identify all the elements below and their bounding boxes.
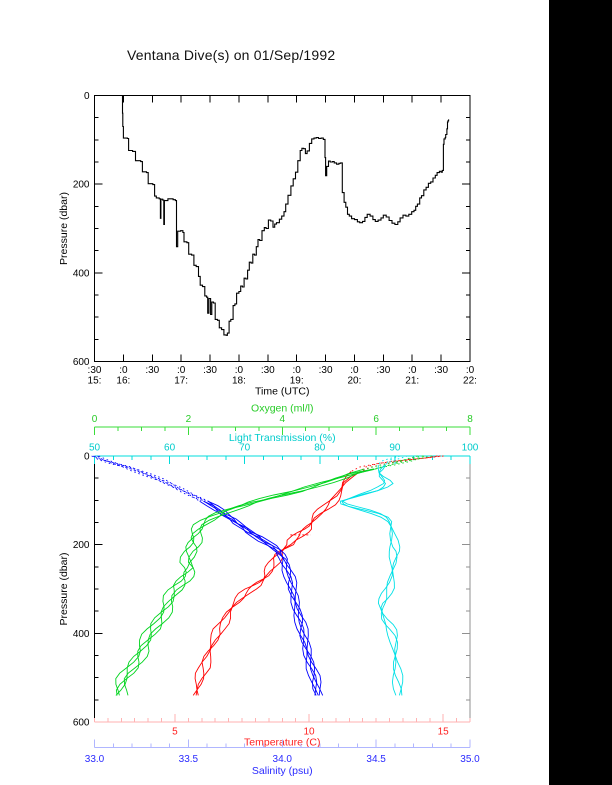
dive-depth-time-plot xyxy=(121,94,450,336)
salinity-axis-tick-label: 34.0 xyxy=(273,754,293,765)
oxygen-axis xyxy=(94,426,471,435)
temperature-axis-tick-label: 5 xyxy=(172,727,178,738)
salinity-axis-tick-label: 33.5 xyxy=(179,754,199,765)
light-transmission-profile-dotted-segment xyxy=(377,455,401,466)
oxygen-profile-line xyxy=(123,468,373,696)
light-transmission-axis-tick-label: 70 xyxy=(239,443,251,454)
oxygen-axis-tick-label: 4 xyxy=(279,414,285,425)
x-tick-minute-label: :0 xyxy=(408,365,417,376)
light-transmission-profile xyxy=(339,455,408,696)
temperature-axis xyxy=(94,714,471,723)
temperature-profile-dotted-segment xyxy=(360,455,441,472)
salinity-profile-dotted-segment xyxy=(92,455,204,502)
salinity-profile-line xyxy=(203,500,324,696)
oxygen-profile-line xyxy=(115,468,373,696)
light-transmission-axis-tick-label: 100 xyxy=(462,443,479,454)
salinity-profile-line xyxy=(203,500,318,696)
x-tick-hour-label: 15: xyxy=(88,376,102,387)
top-plot-frame xyxy=(94,95,471,362)
dive-depth-line xyxy=(121,94,450,336)
x-tick-minute-label: :0 xyxy=(119,365,128,376)
salinity-profile-line xyxy=(199,500,319,696)
x-tick-hour-label: 22: xyxy=(463,376,477,387)
light-transmission-axis-tick-label: 80 xyxy=(314,443,326,454)
x-tick-minute-label: :30 xyxy=(376,365,390,376)
oxygen-axis-title: Oxygen (ml/l) xyxy=(251,403,313,415)
top-plot-labels: :3015::016::30:017::30:018::30:019::30:0… xyxy=(58,91,477,398)
y-tick-label: 0 xyxy=(84,91,90,102)
salinity-profile-dotted-segment xyxy=(97,455,208,502)
y-tick-label: 600 xyxy=(73,357,90,368)
pressure-tick-label: 0 xyxy=(84,452,90,463)
x-tick-minute-label: :30 xyxy=(261,365,275,376)
x-tick-minute-label: :30 xyxy=(203,365,217,376)
x-tick-minute-label: :0 xyxy=(350,365,359,376)
oxygen-axis-tick-label: 0 xyxy=(92,414,98,425)
x-tick-minute-label: :30 xyxy=(145,365,159,376)
pressure-tick-label: 600 xyxy=(73,718,90,729)
right-margin-bar xyxy=(549,0,612,785)
light-transmission-profile-line xyxy=(341,464,397,696)
x-tick-minute-label: :0 xyxy=(177,365,186,376)
light-transmission-profile-line xyxy=(339,464,403,696)
oxygen-axis-tick-label: 2 xyxy=(186,414,192,425)
oxygen-profile-dotted-segment xyxy=(363,455,424,470)
salinity-profile-dotted-segment xyxy=(94,455,200,502)
x-tick-hour-label: 17: xyxy=(174,376,188,387)
light-transmission-profile-line xyxy=(341,464,404,696)
oxygen-profile-dotted-segment xyxy=(371,455,432,470)
oxygen-profile xyxy=(115,455,432,696)
salinity-axis xyxy=(94,739,471,748)
oxygen-profile-dotted-segment xyxy=(374,455,418,470)
temperature-axis-tick-label: 15 xyxy=(438,727,450,738)
figure-title: Ventana Dive(s) on 01/Sep/1992 xyxy=(127,47,336,63)
temperature-profile-dotted-segment xyxy=(359,455,444,472)
x-tick-hour-label: 19: xyxy=(290,376,304,387)
salinity-profile-line xyxy=(208,500,317,696)
x-tick-minute-label: :30 xyxy=(319,365,333,376)
oxygen-axis-tick-label: 6 xyxy=(373,414,379,425)
x-tick-minute-label: :0 xyxy=(293,365,302,376)
y-axis-title: Pressure (dbar) xyxy=(58,553,70,626)
oxygen-axis-tick-label: 8 xyxy=(467,414,473,425)
x-axis-title: Time (UTC) xyxy=(255,386,309,398)
y-tick-label: 200 xyxy=(73,180,90,191)
x-tick-minute-label: :0 xyxy=(235,365,244,376)
bottom-plot-axes xyxy=(94,455,471,723)
temperature-profile-dotted-segment xyxy=(350,455,438,472)
salinity-profile-dotted-segment xyxy=(91,455,209,502)
x-tick-minute-label: :30 xyxy=(434,365,448,376)
temperature-axis-tick-label: 10 xyxy=(304,727,316,738)
top-plot-axes xyxy=(94,95,471,362)
temperature-profile-line xyxy=(192,471,361,696)
salinity-profile-dotted-segment xyxy=(98,455,205,502)
x-tick-minute-label: :0 xyxy=(466,365,475,376)
y-axis-title: Pressure (dbar) xyxy=(58,192,70,265)
salinity-axis-tick-label: 34.5 xyxy=(366,754,386,765)
light-transmission-profile-dotted-segment xyxy=(384,455,408,466)
salinity-axis-tick-label: 33.0 xyxy=(85,754,105,765)
salinity-axis-title: Salinity (psu) xyxy=(252,765,313,777)
salinity-profile xyxy=(91,455,324,696)
temperature-profile-line xyxy=(196,471,361,696)
light-transmission-axis-title: Light Transmission (%) xyxy=(229,432,336,444)
x-tick-hour-label: 20: xyxy=(348,376,362,387)
temperature-profile xyxy=(192,455,444,696)
salinity-profile-line xyxy=(207,500,322,696)
light-transmission-axis-tick-label: 60 xyxy=(164,443,176,454)
pressure-tick-label: 200 xyxy=(73,540,90,551)
y-tick-label: 400 xyxy=(73,268,90,279)
x-tick-hour-label: 18: xyxy=(232,376,246,387)
light-transmission-axis-tick-label: 90 xyxy=(389,443,401,454)
x-tick-hour-label: 16: xyxy=(116,376,130,387)
x-tick-hour-label: 21: xyxy=(405,376,419,387)
light-transmission-axis-tick-label: 50 xyxy=(89,443,101,454)
pressure-tick-label: 400 xyxy=(73,629,90,640)
salinity-axis-tick-label: 35.0 xyxy=(460,754,480,765)
light-transmission-axis xyxy=(94,455,471,464)
x-tick-minute-label: :30 xyxy=(88,365,102,376)
